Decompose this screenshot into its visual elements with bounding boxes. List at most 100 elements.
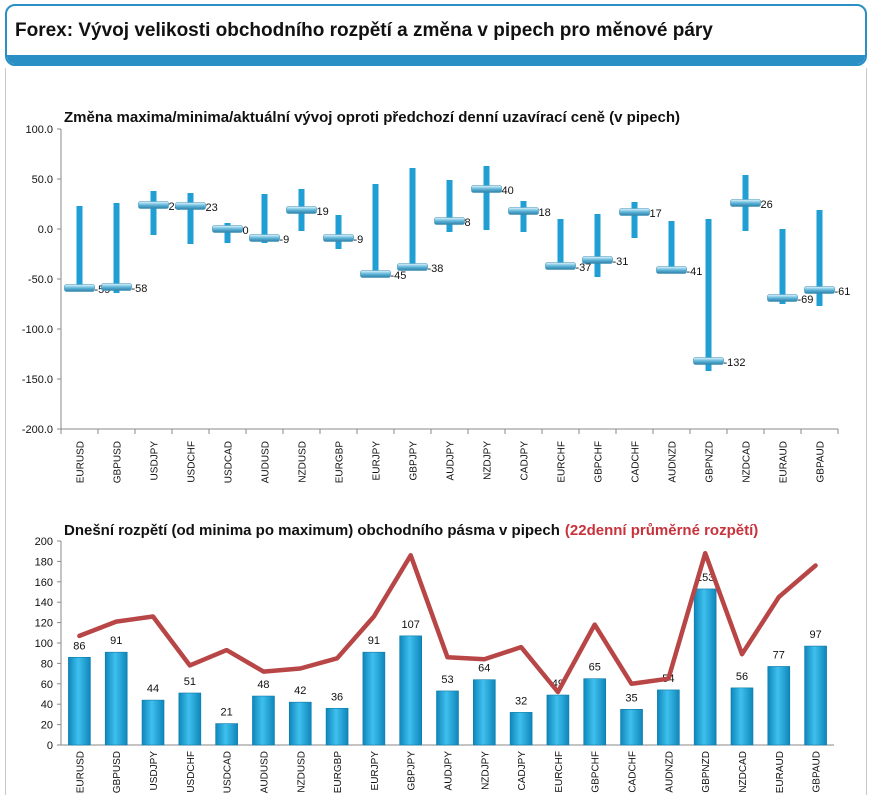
- spread-y-tick-label: 100: [35, 638, 53, 650]
- spread-x-tick-label: AUDNZD: [664, 751, 675, 793]
- range-bar-eurchf: [557, 219, 564, 269]
- current-marker-gbpusd: [101, 283, 132, 291]
- header-box: Forex: Vývoj velikosti obchodního rozpět…: [5, 4, 867, 66]
- range-bar-eurusd: [76, 206, 83, 291]
- spread-value-label: 56: [736, 671, 748, 683]
- spread-value-label: 42: [294, 685, 306, 697]
- range-chart-title: Změna maxima/minima/aktuální vývoj oprot…: [64, 109, 680, 126]
- spread-bar-audjpy: [436, 690, 459, 746]
- range-bar-gbpnzd: [705, 219, 712, 371]
- range-x-tick-label: NZDUSD: [298, 441, 309, 483]
- current-value-label: 0: [243, 225, 249, 237]
- range-x-tick-label: EURUSD: [76, 441, 87, 483]
- current-value-label: 26: [761, 199, 773, 211]
- spread-x-tick-label: USDJPY: [149, 751, 160, 791]
- current-marker-cadjpy: [508, 207, 539, 215]
- spread-bar-nzdjpy: [473, 679, 496, 746]
- spread-bar-eurgbp: [325, 707, 349, 746]
- range-bar-nzdjpy: [483, 166, 490, 230]
- spread-bar-cadjpy: [509, 712, 533, 746]
- range-x-tick-label: GBPCHF: [594, 441, 605, 483]
- range-x-tick-label: AUDNZD: [668, 441, 679, 483]
- spread-y-tick-label: 40: [41, 699, 53, 711]
- current-marker-gbpaud: [804, 286, 835, 294]
- range-y-tick-label: -100.0: [22, 324, 53, 336]
- spread-bar-euraud: [767, 666, 791, 746]
- range-x-tick-label: AUDJPY: [446, 441, 457, 481]
- current-marker-nzdusd: [286, 206, 317, 214]
- range-bar-eurgbp: [335, 215, 342, 249]
- range-x-tick-label: CADCHF: [631, 441, 642, 483]
- spread-x-tick-label: CADJPY: [517, 751, 528, 791]
- range-y-tick-label: -50.0: [28, 274, 53, 286]
- current-marker-usdchf: [175, 202, 206, 210]
- range-x-tick-label: EURCHF: [557, 441, 568, 483]
- spread-x-tick-label: AUDJPY: [444, 751, 455, 791]
- average-spread-line: [77, 550, 818, 695]
- range-bar-usdjpy: [150, 191, 157, 235]
- range-x-tick-label: CADJPY: [520, 441, 531, 481]
- current-value-label: -132: [724, 357, 746, 369]
- spread-x-tick-label: AUDUSD: [259, 751, 270, 793]
- range-bar-cadjpy: [520, 201, 527, 232]
- spread-y-tick-label: 180: [35, 556, 53, 568]
- spread-x-tick-label: NZDUSD: [296, 751, 307, 793]
- range-x-tick-label: NZDCAD: [742, 441, 753, 483]
- spread-value-label: 107: [402, 619, 420, 631]
- spread-bar-eurchf: [546, 694, 570, 746]
- range-bar-audnzd: [668, 221, 675, 272]
- current-marker-audnzd: [656, 266, 687, 274]
- range-bar-eurjpy: [372, 184, 379, 277]
- spread-x-tick-label: NZDJPY: [480, 751, 491, 790]
- spread-value-label: 53: [441, 674, 453, 686]
- spread-bar-usdcad: [215, 723, 238, 746]
- current-marker-cadchf: [619, 208, 650, 216]
- spread-value-label: 77: [773, 649, 785, 661]
- current-value-label: -69: [798, 294, 814, 306]
- spread-value-label: 35: [625, 692, 637, 704]
- spread-value-label: 48: [257, 679, 269, 691]
- current-value-label: -61: [835, 286, 851, 298]
- range-bar-audusd: [261, 194, 268, 243]
- page-title: Forex: Vývoj velikosti obchodního rozpět…: [15, 20, 713, 41]
- spread-x-tick-label: CADCHF: [628, 751, 639, 793]
- spread-value-label: 44: [147, 683, 159, 695]
- range-x-tick-label: USDCHF: [187, 441, 198, 483]
- header-accent-bar: [7, 55, 865, 64]
- current-value-label: 40: [502, 185, 514, 197]
- range-y-tick-label: -150.0: [22, 374, 53, 386]
- spread-value-label: 91: [368, 635, 380, 647]
- range-y-tick-label: 50.0: [32, 174, 53, 186]
- range-x-tick-label: GBPUSD: [113, 441, 124, 483]
- spread-x-tick-label: USDCAD: [223, 751, 234, 793]
- charts-panel: [5, 68, 867, 795]
- spread-value-label: 64: [478, 663, 490, 675]
- range-y-tick-label: 0.0: [38, 224, 53, 236]
- spread-x-tick-label: GBPCHF: [591, 751, 602, 793]
- spread-y-tick-label: 80: [41, 658, 53, 670]
- spread-bar-gbpaud: [804, 645, 827, 746]
- spread-x-tick-label: USDCHF: [186, 751, 197, 793]
- spread-bar-gbpjpy: [399, 635, 422, 746]
- spread-x-tick-label: EURGBP: [333, 751, 344, 794]
- spread-chart-title-main: Dnešní rozpětí (od minima po maximum) ob…: [64, 522, 560, 539]
- current-value-label: 18: [539, 207, 551, 219]
- range-chart: Změna maxima/minima/aktuální vývoj oprot…: [22, 109, 851, 483]
- spread-bar-nzdusd: [288, 701, 312, 746]
- range-x-tick-label: USDCAD: [224, 441, 235, 483]
- current-value-label: -37: [576, 262, 592, 274]
- range-x-tick-label: EURJPY: [372, 441, 383, 481]
- range-x-tick-label: GBPAUD: [816, 441, 827, 483]
- spread-y-tick-label: 20: [41, 720, 53, 732]
- spread-x-tick-label: EURUSD: [75, 751, 86, 793]
- spread-x-tick-label: EURAUD: [775, 751, 786, 793]
- spread-value-label: 36: [331, 691, 343, 703]
- spread-bar-gbpchf: [583, 678, 607, 746]
- spread-chart-title-average: (22denní průměrné rozpětí): [565, 522, 758, 539]
- current-value-label: -41: [687, 266, 703, 278]
- range-bar-usdchf: [187, 193, 194, 244]
- spread-bar-eurjpy: [362, 651, 386, 746]
- current-marker-nzdcad: [730, 199, 761, 207]
- current-marker-nzdjpy: [471, 185, 502, 193]
